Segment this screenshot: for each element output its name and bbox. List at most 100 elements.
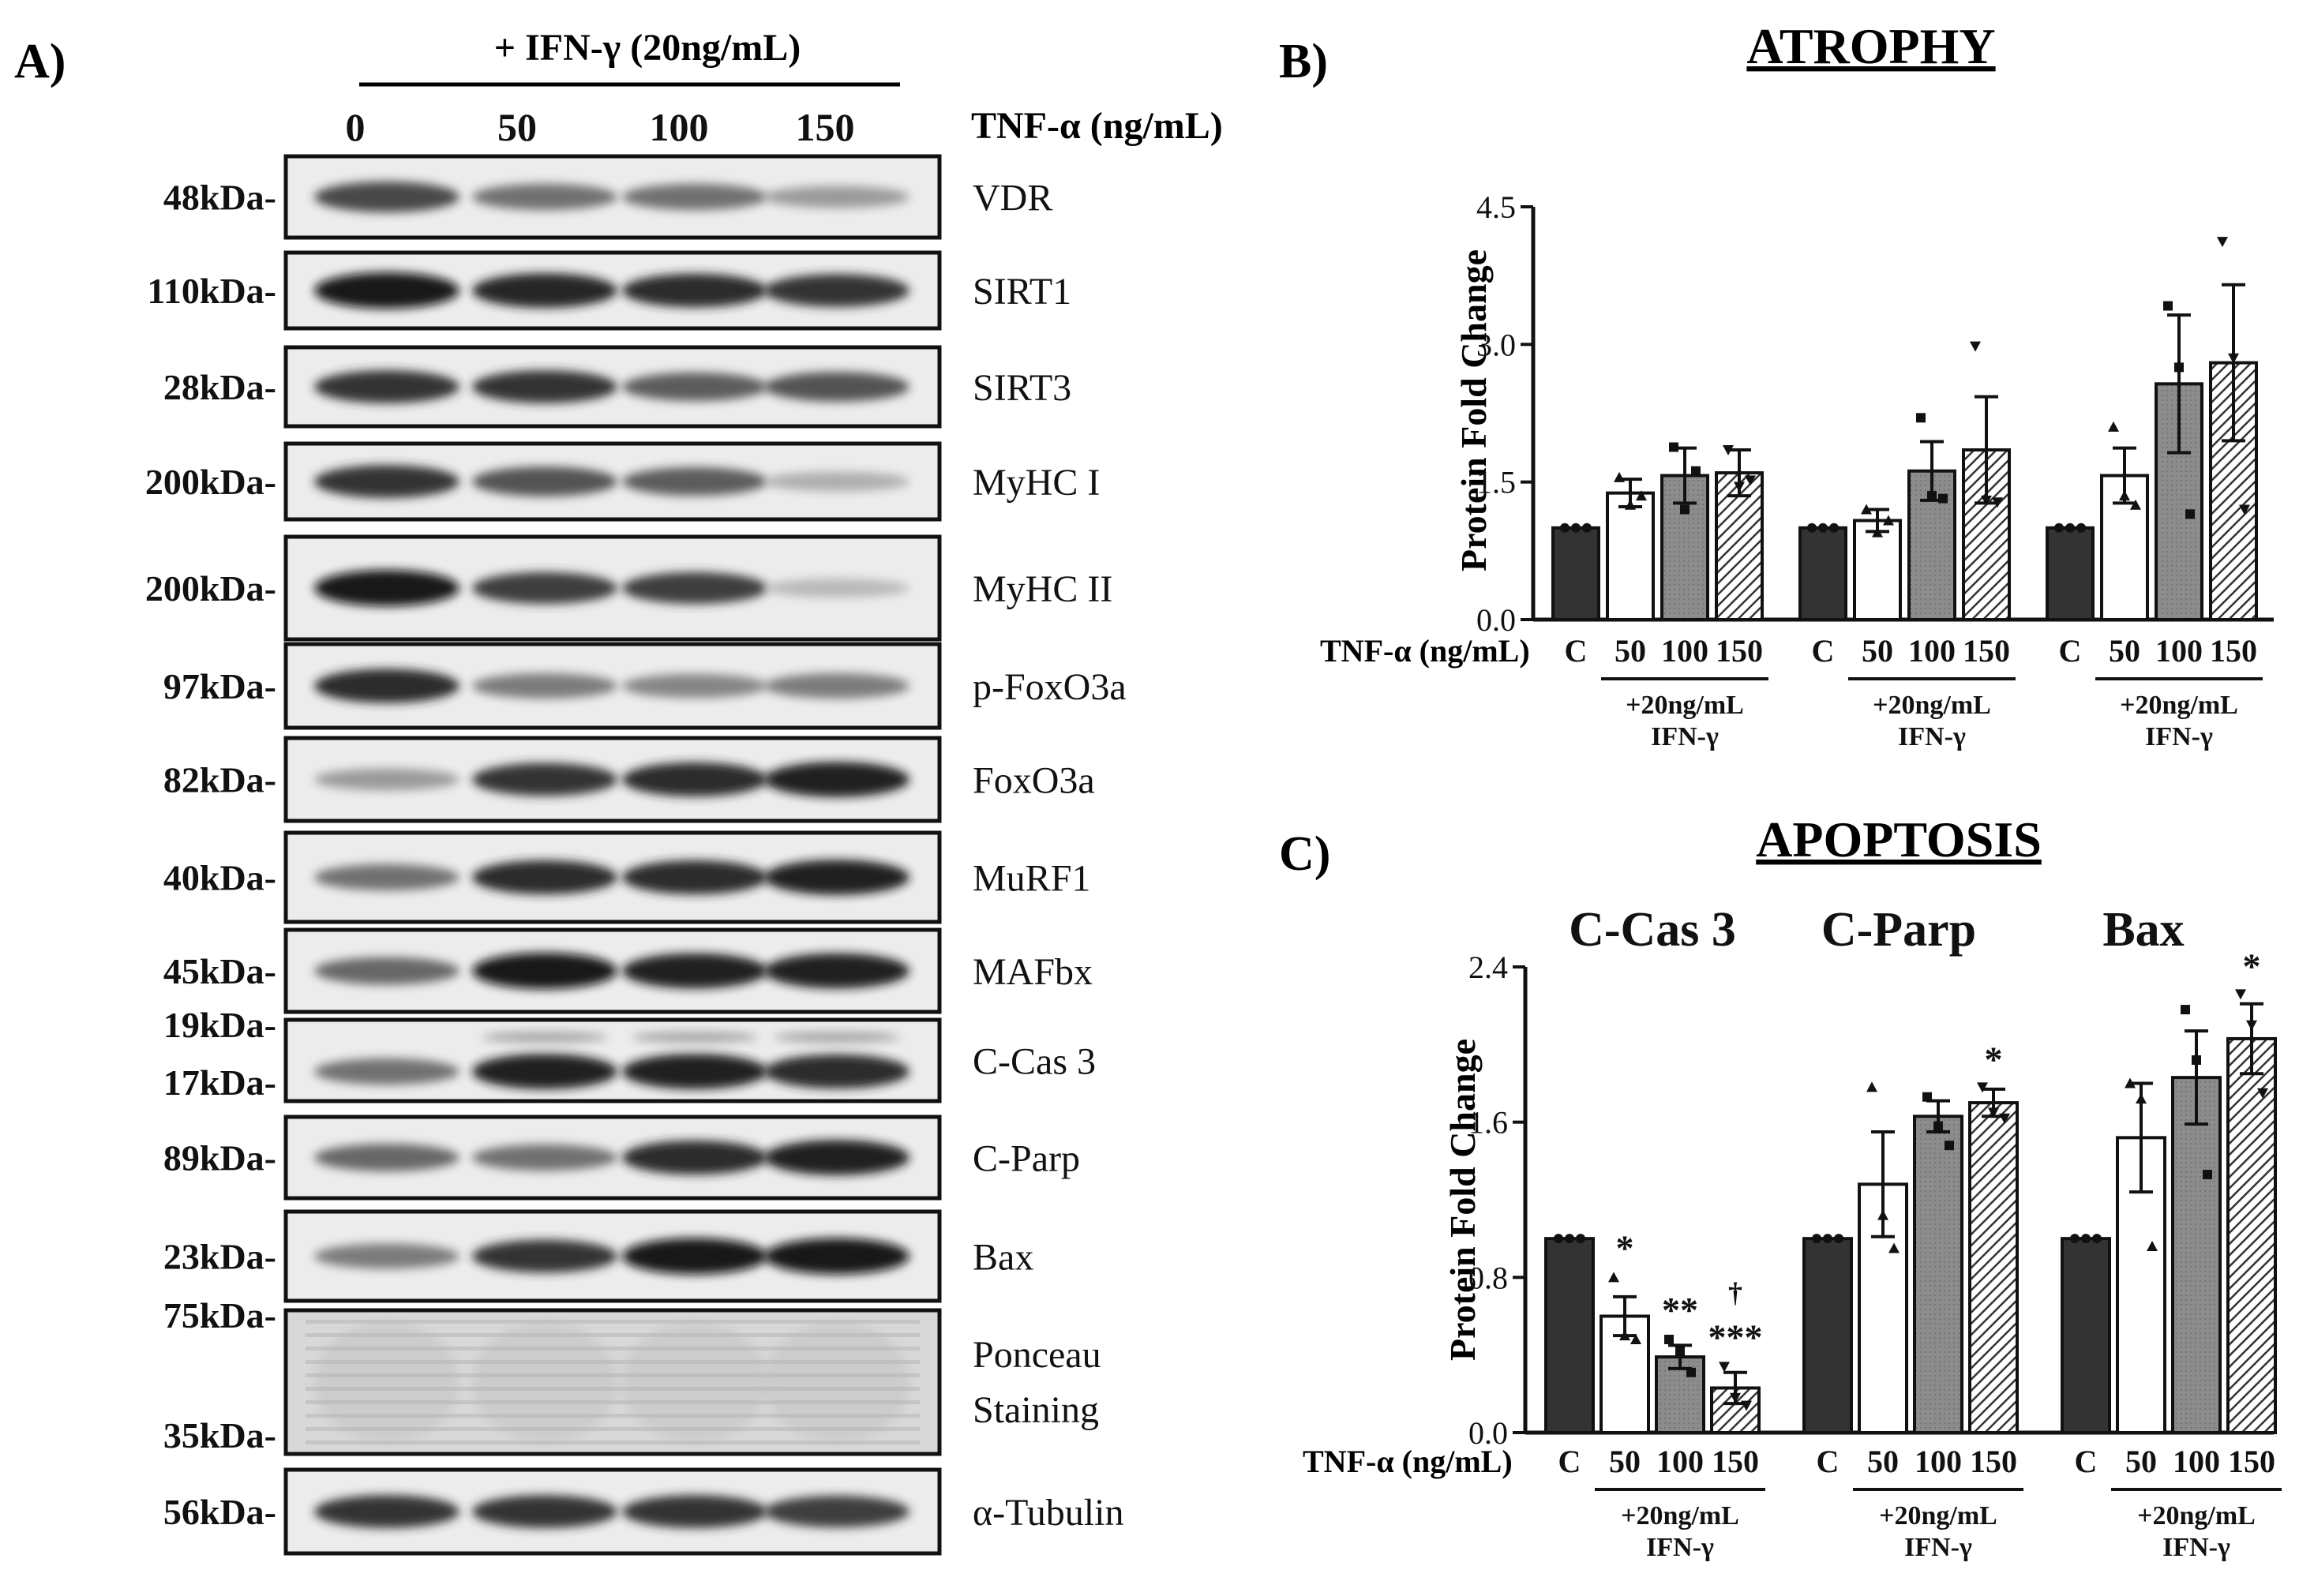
y-tick-label-1.6: 1.6 [1468,1105,1508,1141]
band-ponceau-staining-lane-100 [622,1322,767,1442]
lane-label-0: 0 [346,105,366,149]
protein-label-murf1: MuRF1 [973,858,1090,900]
significance-mark-5: * [2243,946,2261,986]
band-upper-c-cas-3-lane-100 [632,1032,758,1043]
kda-label-p-foxo3a: 97kDa- [163,666,276,706]
band--tubulin-lane-150 [764,1495,909,1528]
point-s2-150-2 [2257,1088,2268,1099]
kda-label-murf1: 40kDa- [163,858,276,898]
band-myhc-i-lane-0 [314,465,459,498]
ponceau-line-1 [306,1333,920,1337]
band-ponceau-staining-lane-150 [764,1322,909,1442]
lane-label-50: 50 [497,105,537,149]
point-s2-150-1 [2246,1020,2257,1031]
bar-s0-50 [1606,491,1655,622]
group-note-1-s0: +20ng/mL [1621,1501,1739,1530]
y-tick-label-4.5: 4.5 [1476,189,1516,225]
group-note-2-s1: IFN-γ [1904,1533,1972,1562]
band-c-parp-lane-150 [764,1140,909,1175]
band-myhc-ii-lane-150 [764,579,909,598]
point-s1-50-0 [1866,1081,1877,1092]
band-foxo3a-lane-150 [764,762,909,797]
point-s2-C-0 [2054,523,2064,533]
x-cat-label-s2-C: C [2075,1444,2098,1479]
point-s2-C-0 [2070,1234,2080,1244]
band-bax-lane-50 [472,1239,617,1273]
tnf-alpha-label: TNF-α (ng/mL) [971,105,1223,147]
kda-label-sirt1: 110kDa- [147,271,276,311]
point-s1-C-1 [1823,1234,1832,1244]
ifn-gamma-label: + IFN-γ (20ng/mL) [494,27,801,69]
group-note-1-s2: +20ng/mL [2137,1501,2256,1530]
point-s2-C-2 [2092,1234,2102,1244]
point-s0-100-1 [1675,1346,1685,1356]
point-s1-150-0 [1970,341,1981,352]
bar-s2-100 [2171,1076,2222,1434]
band-c-cas-3-lane-50 [472,1054,617,1089]
group-note-1-s2: +20ng/mL [2120,691,2238,720]
ponceau-line-8 [306,1427,920,1431]
point-s1-50-1 [1872,526,1883,538]
bar-s0-C [1544,1237,1595,1434]
blot-c-cas-3: 19kDa- 17kDa- C-Cas 3 [163,1005,1096,1103]
point-s2-50-1 [2136,1093,2147,1104]
band-vdr-lane-150 [764,185,909,208]
x-cat-label-s0-C: C [1558,1444,1581,1479]
point-s2-100-0 [2181,1005,2190,1015]
band-c-parp-lane-50 [472,1144,617,1171]
point-s1-150-1 [1981,495,1992,506]
kda-label-myhc-ii: 200kDa- [145,568,276,609]
x-cat-label-s2-C: C [2059,633,2082,669]
point-s1-100-1 [1933,1121,1943,1131]
x-cat-label-s0-50: 50 [1615,633,1646,669]
x-cat-label-s0-50: 50 [1609,1444,1641,1479]
protein-label-mafbx: MAFbx [973,951,1093,993]
protein-label-bax: Bax [973,1237,1033,1279]
protein-label-sirt3: SIRT3 [973,367,1071,409]
band-foxo3a-lane-100 [622,762,767,797]
y-tick-label-3.0: 3.0 [1476,327,1516,362]
y-tick-label-2.4: 2.4 [1468,950,1508,985]
blot-myhc-ii: 200kDa- MyHC II [145,534,1112,642]
point-s0-50-0 [1608,1272,1619,1283]
panel-b-letter: B) [1279,35,1328,88]
point-s2-50-0 [2125,1077,2136,1088]
group-note-1-s0: +20ng/mL [1626,691,1744,720]
point-s0-150-0 [1719,1362,1730,1373]
point-s2-50-1 [2119,490,2130,501]
band-sirt3-lane-50 [472,370,617,403]
protein-label-ponceau-staining-line2: Staining [973,1389,1099,1431]
point-s1-150-1 [1988,1107,1999,1118]
blot-vdr: 48kDa- VDR [163,154,1052,240]
point-s0-50-2 [1630,1334,1641,1344]
significance-mark-3: † [1728,1276,1742,1308]
kda-label-c-parp: 89kDa- [163,1138,276,1178]
panel-c-apoptosis-chart: C) APOPTOSIS Protein Fold Change TNF-α (… [1279,811,2282,1562]
x-cat-label-s2-150: 150 [2228,1444,2275,1479]
protein-label-foxo3a: FoxO3a [973,760,1095,802]
group-note-2-s2: IFN-γ [2162,1533,2230,1562]
protein-label-c-cas-3: C-Cas 3 [973,1041,1096,1083]
band-p-foxo3a-lane-100 [622,673,767,699]
ponceau-line-9 [306,1441,920,1444]
band-bax-lane-0 [314,1243,459,1269]
point-s0-100-1 [1680,504,1690,515]
panel-a-western-blot: A) + IFN-γ (20ng/mL) TNF-α (ng/mL) 0 50 10… [14,27,1223,1556]
point-s1-100-0 [1916,413,1926,423]
point-s1-C-2 [1829,523,1839,533]
blot-sirt3: 28kDa- SIRT3 [163,345,1071,429]
x-cat-label-s2-100: 100 [2173,1444,2220,1479]
bar-s1-C [1798,526,1847,621]
point-s0-C-1 [1565,1234,1574,1244]
point-s0-C-0 [1554,1234,1563,1244]
band-c-parp-lane-100 [622,1140,767,1175]
group-note-2-s1: IFN-γ [1898,722,1966,751]
blot-bax: 23kDa- Bax [163,1209,1033,1303]
band-murf1-lane-100 [622,860,767,895]
x-cat-label-s0-100: 100 [1656,1444,1704,1479]
x-cat-label-s1-100: 100 [1915,1444,1962,1479]
band-vdr-lane-0 [314,182,459,212]
lane-label-150: 150 [796,105,855,149]
